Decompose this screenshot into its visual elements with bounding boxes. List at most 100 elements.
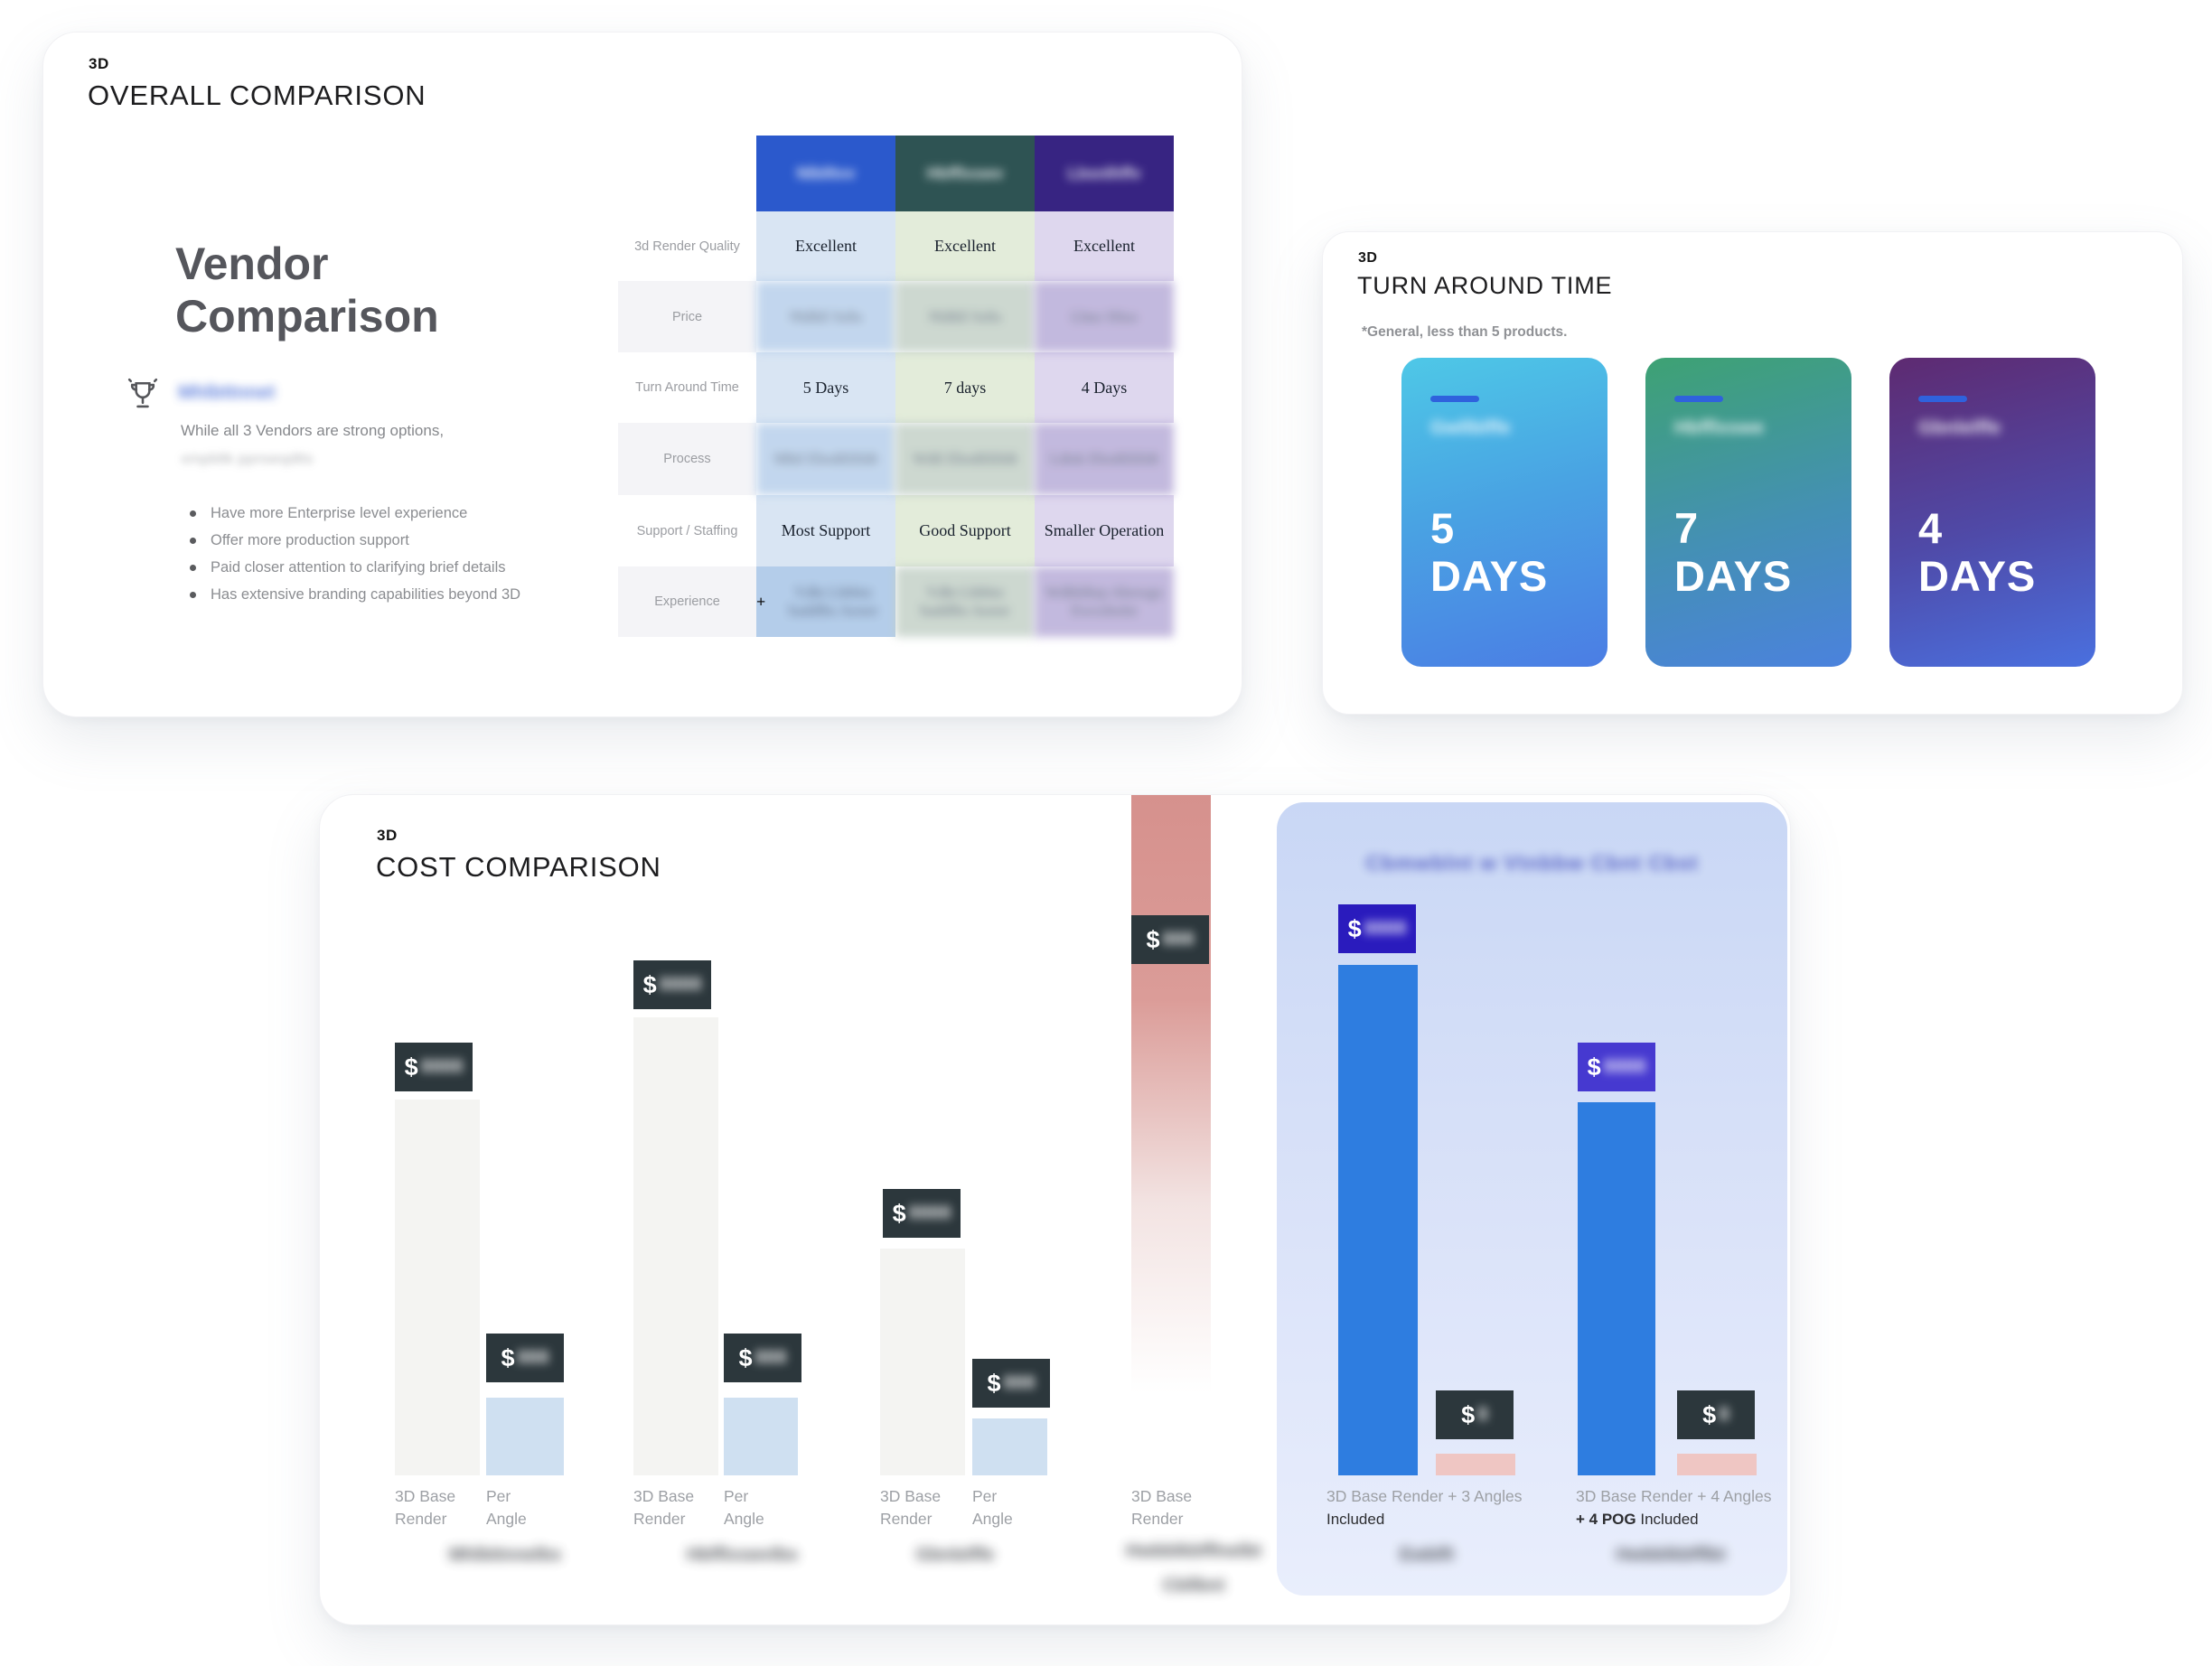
table-cell-redacted: Nldhll Ssfts bbox=[756, 281, 895, 352]
bullet-dot bbox=[190, 592, 196, 598]
table-cell-redacted: Wdtl Ebodtlilildt bbox=[895, 423, 1035, 495]
tile-vendor-name-redacted: Hbfflxswe bbox=[1674, 417, 1765, 438]
vendor1-name-redacted: Mhlbttnnelbs bbox=[448, 1545, 562, 1565]
price-tag-vendor1-angle: $888 bbox=[486, 1334, 564, 1382]
table-cell: Excellent bbox=[756, 211, 895, 281]
accent-dash bbox=[1918, 396, 1967, 402]
table-cell: Excellent bbox=[895, 211, 1035, 281]
winner-vendor-name-redacted: Mhlbttnnet bbox=[178, 382, 276, 403]
price-redacted: 8888 bbox=[1364, 918, 1407, 939]
bullet-text: Has extensive branding capabilities beyo… bbox=[211, 586, 521, 603]
bar-sublabel: Included bbox=[1326, 1511, 1385, 1528]
price-redacted: 8888 bbox=[908, 1203, 951, 1223]
currency-symbol: $ bbox=[404, 1053, 418, 1081]
row-label: Turn Around Time bbox=[635, 380, 739, 395]
price-redacted: 888 bbox=[755, 1347, 787, 1368]
table-cell-redacted: Wdbblhrp Abewgo Ewxxbolst bbox=[1035, 566, 1174, 637]
experience-prefix: + bbox=[756, 592, 766, 611]
days-unit: DAYS bbox=[1430, 552, 1549, 600]
price-tag-vendor3-base: $8888 bbox=[883, 1189, 961, 1238]
card-title: TURN AROUND TIME bbox=[1357, 272, 1613, 299]
bar-highlight-4angles bbox=[1578, 1102, 1655, 1475]
included-label: Included bbox=[1640, 1511, 1699, 1528]
accent-dash bbox=[1430, 396, 1479, 402]
table-corner-cell bbox=[618, 136, 756, 211]
table-cell-redacted: + Ydbt Lhbbtz baddlbs Aeeee bbox=[756, 566, 895, 637]
price-tag-highlight-3angles-zero: $8 bbox=[1436, 1390, 1514, 1439]
price-tag-vendor1-base: $8888 bbox=[395, 1043, 473, 1091]
highlight-vendor-name-redacted: Ewblft bbox=[1400, 1545, 1454, 1565]
tile-days: 7 DAYS bbox=[1674, 504, 1792, 600]
currency-symbol: $ bbox=[1587, 1053, 1601, 1081]
bullet-dot bbox=[190, 510, 196, 517]
turnaround-tile-vendor3: Gbnlelffe 4 DAYS bbox=[1889, 358, 2095, 667]
experience-text-redacted: Ydbt Lhbbtz baddlbs Aeeee bbox=[788, 584, 878, 619]
bar-highlight-4angles-included bbox=[1677, 1454, 1757, 1475]
bar-sublabel: + 4 POG Included bbox=[1576, 1511, 1699, 1529]
table-cell: 7 days bbox=[895, 352, 1035, 423]
table-cell: Excellent bbox=[1035, 211, 1174, 281]
current-vendor-name-redacted: Hwbblkbfflnelbt Cbllbnt bbox=[1099, 1534, 1289, 1603]
bar-label: 3D Base Render + 4 Angles bbox=[1576, 1487, 1772, 1505]
currency-symbol: $ bbox=[642, 970, 657, 998]
redacted-line: Cbllbnt bbox=[1162, 1576, 1225, 1596]
bar-label: Per Angle bbox=[486, 1487, 527, 1528]
days-value: 5 bbox=[1430, 504, 1456, 552]
table-cell-redacted: Lbns Sftso bbox=[1035, 281, 1174, 352]
currency-symbol: $ bbox=[892, 1199, 906, 1227]
price-redacted: 8888 bbox=[659, 974, 702, 995]
bullet-dot bbox=[190, 538, 196, 544]
price-tag-current-vendor: $888 bbox=[1131, 915, 1209, 964]
price-tag-vendor2-angle: $888 bbox=[724, 1334, 801, 1382]
turnaround-card: 3D TURN AROUND TIME *General, less than … bbox=[1322, 231, 2183, 715]
highlight-vendor-name-redacted: Hwbblkbfflbt bbox=[1616, 1545, 1726, 1565]
bar-vendor3-base-render bbox=[880, 1249, 965, 1475]
table-cell: 5 Days bbox=[756, 352, 895, 423]
row-label: Price bbox=[618, 281, 756, 352]
price-redacted: 8888 bbox=[1603, 1056, 1646, 1077]
tile-days: 4 DAYS bbox=[1918, 504, 2036, 600]
bar-current-vendor-base-render bbox=[1131, 795, 1211, 1475]
card-kicker: 3D bbox=[377, 827, 398, 844]
currency-symbol: $ bbox=[1146, 925, 1160, 953]
bullet-item: Paid closer attention to clarifying brie… bbox=[190, 559, 506, 576]
bullet-text: Offer more production support bbox=[211, 532, 409, 548]
redacted-line: Hwbblkbfflnelbt bbox=[1126, 1541, 1261, 1561]
price-redacted: 8 bbox=[1719, 1404, 1729, 1425]
price-redacted: 888 bbox=[1162, 929, 1195, 950]
bar-highlight-3angles-included bbox=[1436, 1454, 1515, 1475]
card-title: OVERALL COMPARISON bbox=[88, 80, 426, 111]
trophy-icon bbox=[123, 375, 163, 416]
bullet-text: Have more Enterprise level experience bbox=[211, 505, 468, 521]
bar-vendor1-base-render bbox=[395, 1100, 480, 1475]
bar-vendor2-per-angle bbox=[724, 1398, 798, 1475]
vendor3-name-redacted: Lbsnlhffv bbox=[1067, 164, 1141, 183]
tile-days: 5 DAYS bbox=[1430, 504, 1548, 600]
bar-label: 3D Base Render bbox=[395, 1487, 456, 1528]
vendor2-header: Hbfflxswv bbox=[895, 136, 1035, 211]
bar-vendor2-base-render bbox=[633, 1017, 718, 1475]
price-redacted: 888 bbox=[517, 1347, 549, 1368]
bar-label: 3D Base Render bbox=[1131, 1487, 1193, 1528]
tile-vendor-name-redacted: Gwllblffe bbox=[1430, 417, 1511, 438]
vendor3-header: Lbsnlhffv bbox=[1035, 136, 1174, 211]
bar-vendor1-per-angle bbox=[486, 1398, 564, 1475]
overall-comparison-card: 3D OVERALL COMPARISON Vendor Comparison … bbox=[42, 32, 1242, 717]
price-redacted: 8888 bbox=[420, 1056, 464, 1077]
intro-line: While all 3 Vendors are strong options, bbox=[181, 422, 445, 439]
row-label: Support / Staffing bbox=[636, 523, 738, 538]
intro-line-redacted: xmpbltk ppnseqdtts bbox=[181, 450, 314, 467]
accent-dash bbox=[1674, 396, 1723, 402]
card-title: COST COMPARISON bbox=[376, 851, 661, 883]
currency-symbol: $ bbox=[987, 1369, 1001, 1397]
bar-highlight-3angles bbox=[1338, 965, 1418, 1475]
table-cell: Most Support bbox=[756, 495, 895, 566]
row-label: Experience bbox=[618, 566, 756, 637]
bullet-item: Offer more production support bbox=[190, 532, 409, 549]
price-redacted: 8 bbox=[1477, 1404, 1488, 1425]
currency-symbol: $ bbox=[1461, 1400, 1476, 1428]
price-tag-vendor2-base: $8888 bbox=[633, 960, 711, 1009]
vendor1-name-redacted: Nlblltvv bbox=[796, 164, 856, 183]
days-value: 4 bbox=[1918, 504, 1944, 552]
